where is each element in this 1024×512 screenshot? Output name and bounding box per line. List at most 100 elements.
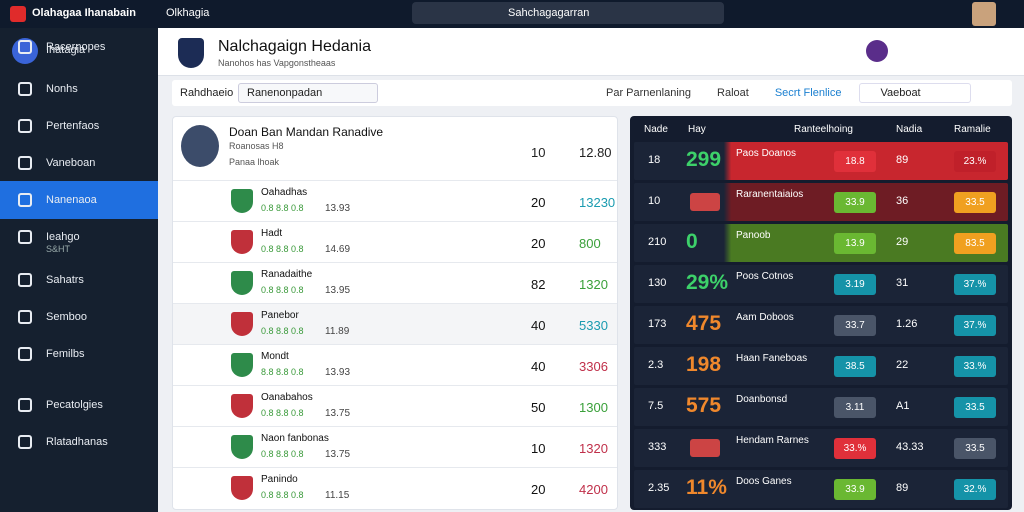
- row-title: Oanabahos: [261, 392, 313, 403]
- featured-avatar: [181, 125, 219, 167]
- row-score: 50: [531, 400, 546, 415]
- row-sub: 8.8 8.8 0.8: [261, 367, 304, 377]
- crest: [231, 353, 253, 377]
- col-value: 89: [896, 154, 909, 166]
- rank: 173: [648, 318, 667, 330]
- crest: [231, 271, 253, 295]
- page-subtitle: Nanohos has Vapgonstheaas: [218, 58, 336, 68]
- tab[interactable]: Olkhagia: [166, 7, 210, 19]
- filter-link[interactable]: Par Parnenlaning: [606, 87, 692, 99]
- nav-item[interactable]: Sahatrs: [0, 261, 158, 299]
- row-time: 13.75: [325, 408, 351, 419]
- rating-badge: 38.5: [834, 356, 876, 377]
- row-time: 13.93: [325, 367, 351, 378]
- nav-label: Rlatadhanas: [46, 436, 108, 448]
- row-sub: 0.8 8.8 0.8: [261, 285, 304, 295]
- brand: Olahagaa Ihanabain: [32, 7, 136, 19]
- filter-label: Rahdhaeio: [180, 87, 234, 99]
- featured-value: 12.80: [579, 145, 612, 160]
- match-row: Oahadhas 0.8 8.8 0.8 13.93 20 13230: [173, 180, 617, 221]
- table-row: 333 Hendam Rarnes 33.% 43.33 33.5: [634, 429, 1008, 467]
- col-value: 43.33: [896, 441, 924, 453]
- rank: 7.5: [648, 400, 664, 412]
- row-title: Mondt: [261, 351, 289, 362]
- nav-item[interactable]: Nanenaoa: [0, 181, 158, 219]
- user-icon[interactable]: [866, 40, 888, 62]
- match-row: Ranadaithe 0.8 8.8 0.8 13.95 82 1320: [173, 262, 617, 303]
- team-name: Panoob: [736, 230, 771, 241]
- row-title: Panebor: [261, 310, 299, 321]
- row-time: 14.69: [325, 244, 351, 255]
- rank: 333: [648, 441, 667, 453]
- end-badge: 37.%: [954, 274, 996, 295]
- row-score: 40: [531, 318, 546, 333]
- nav-icon: [18, 119, 32, 133]
- team-name: Poos Cotnos: [736, 271, 794, 282]
- crest: [231, 476, 253, 500]
- nav-item[interactable]: Semboo: [0, 298, 158, 336]
- table-header: Nadia: [896, 124, 923, 135]
- top-bar: Olahagaa Ihanabain Olkhagia Sahchagagarr…: [0, 0, 1024, 28]
- table-header: Ranteelhoing: [794, 124, 853, 135]
- nav-label: Sahatrs: [46, 274, 84, 286]
- big-number: 11%: [686, 476, 727, 499]
- nav-item[interactable]: Pertenfaos: [0, 107, 158, 145]
- big-number: 475: [686, 312, 722, 335]
- nav-label: Nanenaoa: [46, 194, 97, 206]
- nav-item[interactable]: Nonhs: [0, 70, 158, 108]
- big-number: 575: [686, 394, 722, 417]
- match-row: Naon fanbonas 0.8 8.8 0.8 13.75 10 1320: [173, 426, 617, 467]
- search-box[interactable]: Sahchagagarran: [412, 2, 724, 24]
- row-time: 13.75: [325, 449, 351, 460]
- nav-item[interactable]: Racernopes: [0, 28, 158, 66]
- header: Nalchagaign Hedania Nanohos has Vapgonst…: [158, 28, 1024, 76]
- match-row: Oanabahos 0.8 8.8 0.8 13.75 50 1300: [173, 385, 617, 426]
- featured-line: Roanosas H8: [229, 141, 284, 151]
- col-value: 36: [896, 195, 909, 207]
- filter-link[interactable]: Raloat: [717, 87, 749, 99]
- avatar[interactable]: [972, 2, 996, 26]
- filter-bar: Rahdhaeio Ranenonpadan Par Parnenlaning R…: [172, 80, 1012, 106]
- end-badge: 37.%: [954, 315, 996, 336]
- nav-label: Ieahgo: [46, 231, 80, 243]
- nav-icon: [18, 435, 32, 449]
- nav-label: Nonhs: [46, 83, 78, 95]
- table-row: 210 0 Panoob 13.9 29 83.5: [634, 224, 1008, 262]
- nav-icon: [18, 193, 32, 207]
- rank: 18: [648, 154, 661, 166]
- filter-link[interactable]: Secrt Flenlice: [774, 87, 842, 99]
- filter-links: Par Parnenlaning Raloat Secrt Flenlice: [606, 87, 841, 99]
- table-header: Ramalie: [954, 124, 991, 135]
- filter-select[interactable]: Ranenonpadan: [238, 83, 378, 103]
- crest: [231, 394, 253, 418]
- rank: 2.35: [648, 482, 670, 494]
- sidebar-logo: [12, 38, 38, 64]
- sidebar: Ihatagia Nonhs Pertenfaos Vaneboan Nanenaoa I…: [0, 28, 158, 512]
- nav-item[interactable]: Pecatolgies: [0, 386, 158, 424]
- match-row: Panebor 0.8 8.8 0.8 11.89 40 5330: [173, 303, 617, 344]
- row-score: 40: [531, 359, 546, 374]
- col-value: A1: [896, 400, 910, 412]
- row-score: 82: [531, 277, 546, 292]
- rating-badge: 18.8: [834, 151, 876, 172]
- nav-icon: [18, 156, 32, 170]
- row-value: 1300: [579, 400, 608, 415]
- nav-item[interactable]: Femilbs: [0, 335, 158, 373]
- row-sub: 0.8 8.8 0.8: [261, 244, 304, 254]
- row-value: 1320: [579, 441, 608, 456]
- nav-item[interactable]: Rlatadhanas: [0, 423, 158, 461]
- filter-search[interactable]: Vaeboat: [859, 83, 972, 103]
- team-name: Paos Doanos: [736, 148, 797, 159]
- end-badge: 32.%: [954, 479, 996, 500]
- big-number: 0: [686, 230, 698, 253]
- nav-item[interactable]: Ieahgo S&HT: [0, 218, 158, 256]
- nav-label: Semboo: [46, 311, 87, 323]
- row-time: 11.89: [325, 326, 350, 337]
- table-row: 173 475 Aam Doboos 33.7 1.26 37.%: [634, 306, 1008, 344]
- nav-item[interactable]: Vaneboan: [0, 144, 158, 182]
- nav-icon: [18, 82, 32, 96]
- row-sub: 0.8 8.8 0.8: [261, 408, 304, 418]
- row-time: 13.93: [325, 203, 351, 214]
- col-value: 89: [896, 482, 909, 494]
- crest: [231, 312, 253, 336]
